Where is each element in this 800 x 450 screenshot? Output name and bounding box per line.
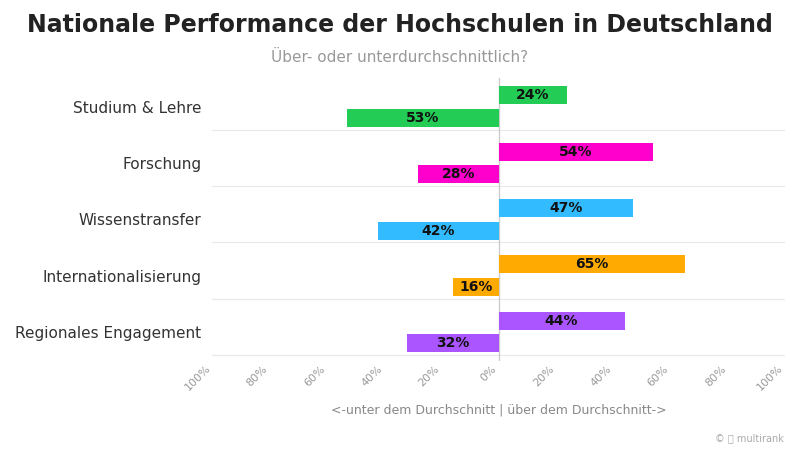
Text: 16%: 16%: [459, 280, 492, 294]
Text: 42%: 42%: [422, 224, 455, 238]
X-axis label: <-unter dem Durchschnitt | über dem Durchschnitt->: <-unter dem Durchschnitt | über dem Durc…: [331, 404, 666, 417]
Text: 32%: 32%: [436, 336, 470, 350]
Text: 53%: 53%: [406, 111, 439, 125]
Text: 54%: 54%: [559, 145, 593, 159]
Text: 47%: 47%: [550, 201, 582, 215]
Bar: [498, 199, 634, 217]
Text: Über- oder unterdurchschnittlich?: Über- oder unterdurchschnittlich?: [271, 50, 529, 64]
Bar: [498, 312, 625, 330]
Text: Nationale Performance der Hochschulen in Deutschland: Nationale Performance der Hochschulen in…: [27, 14, 773, 37]
Bar: [418, 165, 498, 183]
Text: 44%: 44%: [545, 314, 578, 328]
Bar: [498, 143, 654, 161]
Bar: [498, 86, 567, 104]
Bar: [378, 221, 498, 239]
Text: 65%: 65%: [575, 257, 608, 271]
Bar: [498, 256, 685, 274]
Text: 28%: 28%: [442, 167, 475, 181]
Bar: [453, 278, 498, 296]
Bar: [347, 109, 498, 127]
Text: 24%: 24%: [516, 89, 550, 103]
Bar: [407, 334, 498, 352]
Text: © 🌐 multirank: © 🌐 multirank: [715, 433, 784, 443]
